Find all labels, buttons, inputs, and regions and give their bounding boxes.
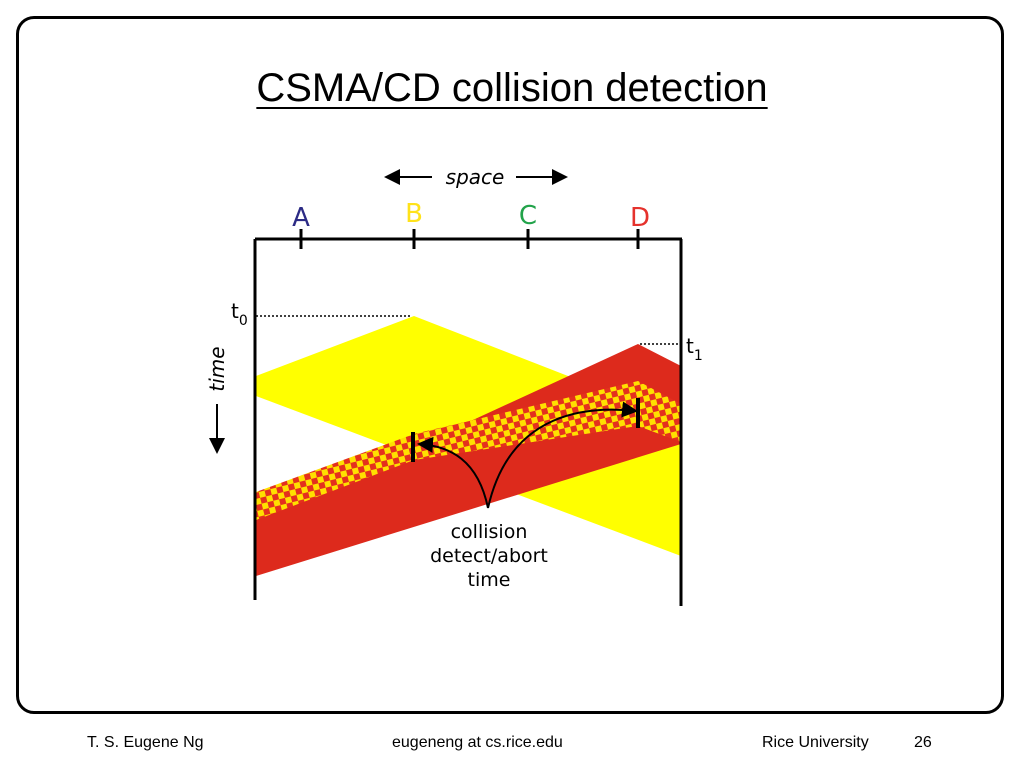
- slide-frame: [16, 16, 1004, 714]
- annotation-curve-d: [487, 401, 638, 509]
- t1-label: t1: [686, 334, 703, 364]
- collision-band-d: [414, 381, 681, 460]
- node-c-label: C: [519, 201, 537, 231]
- space-label: space: [446, 165, 505, 189]
- footer-institution: Rice University: [762, 734, 869, 751]
- time-label: time: [205, 346, 229, 391]
- annotation-line-2: detect/abort: [430, 545, 548, 567]
- footer-author: T. S. Eugene Ng: [87, 734, 204, 751]
- collision-band-b: [256, 434, 414, 520]
- annotation-curve-b: [417, 436, 489, 509]
- annotation-line-1: collision: [451, 521, 528, 543]
- annotation-line-3: time: [468, 569, 511, 591]
- node-b-label: B: [405, 199, 423, 229]
- node-a-label: A: [292, 203, 310, 233]
- slide-title: CSMA/CD collision detection: [256, 66, 768, 110]
- footer-page-number: 26: [914, 734, 932, 751]
- node-d-label: D: [630, 203, 650, 233]
- t0-label: t0: [231, 299, 248, 329]
- footer-email: eugeneng at cs.rice.edu: [392, 734, 563, 751]
